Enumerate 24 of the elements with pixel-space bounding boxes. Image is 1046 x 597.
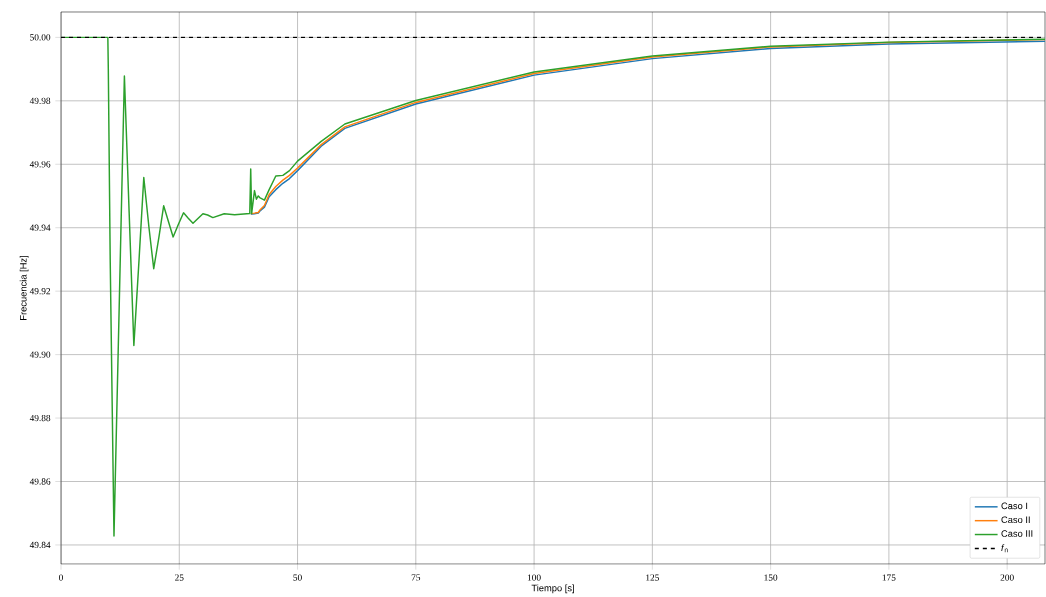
- x-axis-title: Tiempo [s]: [531, 584, 574, 594]
- legend-label: Caso II: [1001, 516, 1030, 524]
- legend-label: Caso III: [1001, 530, 1033, 537]
- legend-label: f$_{n}$: [1001, 544, 1008, 553]
- x-tick-label: 100: [527, 574, 541, 581]
- y-tick-label: 50.00: [30, 34, 51, 41]
- x-tick-label: 175: [882, 574, 896, 581]
- y-tick-label: 49.96: [29, 161, 51, 168]
- y-tick-label: 49.86: [29, 478, 51, 485]
- y-tick-label: 49.98: [29, 97, 51, 104]
- y-tick-label: 49.84: [29, 541, 51, 549]
- x-tick-label: 200: [1000, 574, 1014, 581]
- x-tick-label: 150: [764, 574, 778, 581]
- x-tick-label: 125: [646, 574, 659, 581]
- x-tick-label: 25: [175, 574, 184, 581]
- y-axis-title: Frecuencia [Hz]: [19, 256, 29, 320]
- x-tick-label: 50: [293, 574, 302, 581]
- y-tick-label: 49.94: [29, 224, 51, 231]
- x-tick-label: 0: [59, 574, 63, 581]
- legend-label: Caso I: [1001, 502, 1028, 510]
- y-tick-label: 49.88: [29, 414, 51, 422]
- y-tick-label: 49.92: [29, 288, 51, 295]
- y-tick-label: 49.90: [29, 351, 51, 358]
- x-tick-label: 75: [411, 574, 421, 581]
